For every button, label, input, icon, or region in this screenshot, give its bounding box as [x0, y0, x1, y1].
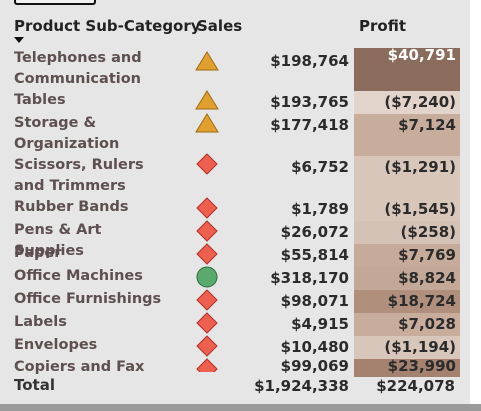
category-label[interactable]: Scissors, Rulers and Trimmers — [14, 157, 144, 194]
category-label[interactable]: Storage & Organization — [14, 115, 120, 152]
profit-value: ($1,194) — [384, 338, 456, 356]
profit-cell[interactable] — [354, 198, 460, 221]
profit-cell[interactable] — [354, 244, 460, 267]
sales-value: $1,789 — [291, 200, 349, 218]
profit-value: ($258) — [400, 223, 456, 241]
diamond-icon — [194, 335, 220, 357]
circle-icon — [194, 266, 220, 288]
sales-value: $26,072 — [280, 223, 349, 241]
triangle-icon — [194, 112, 220, 134]
profit-cell[interactable] — [354, 156, 460, 198]
profit-value: ($1,291) — [384, 158, 456, 176]
profit-value: $40,791 — [387, 46, 456, 64]
total-sales: $1,924,338 — [254, 377, 349, 395]
total-profit: $224,078 — [376, 377, 455, 395]
sales-value: $99,069 — [280, 357, 349, 373]
category-label[interactable]: Office Machines — [14, 268, 143, 284]
profit-cell[interactable] — [354, 359, 460, 377]
profit-value: $8,824 — [398, 269, 456, 287]
horizontal-scrollbar[interactable] — [0, 404, 481, 411]
category-label[interactable]: Office Furnishings — [14, 291, 162, 307]
category-label[interactable]: Envelopes — [14, 337, 98, 353]
header-profit[interactable]: Profit — [359, 17, 406, 35]
profit-cell[interactable] — [354, 91, 460, 114]
category-label[interactable]: Telephones and Communication — [14, 50, 142, 87]
diamond-icon — [194, 358, 220, 372]
sales-value: $318,170 — [270, 269, 349, 287]
profit-value: ($7,240) — [384, 93, 456, 111]
diamond-icon — [194, 153, 220, 175]
triangle-icon — [194, 50, 220, 72]
sales-value: $193,765 — [270, 93, 349, 111]
profit-value: $23,990 — [387, 357, 456, 374]
diamond-icon — [194, 289, 220, 311]
total-label: Total — [14, 376, 55, 394]
profit-cell[interactable] — [354, 114, 460, 156]
sales-value: $198,764 — [270, 52, 349, 70]
profit-cell[interactable] — [354, 290, 460, 313]
diamond-icon — [194, 220, 220, 242]
category-label[interactable]: Copiers and Fax — [14, 359, 145, 375]
category-label[interactable]: Pens & Art Supplies — [14, 222, 102, 259]
header-category[interactable]: Product Sub-Category — [14, 17, 201, 35]
sales-value: $98,071 — [280, 292, 349, 310]
sales-value: $177,418 — [270, 116, 349, 134]
profit-value: $7,124 — [398, 116, 456, 134]
sales-value: $55,814 — [280, 246, 349, 264]
diamond-icon — [194, 243, 220, 265]
triangle-icon — [194, 89, 220, 111]
profit-value: $18,724 — [387, 292, 456, 310]
diamond-icon — [194, 312, 220, 334]
table-panel: Product Sub-Category Sales Profit Teleph… — [0, 0, 470, 404]
sales-value: $4,915 — [291, 315, 349, 333]
category-label[interactable]: Labels — [14, 314, 67, 330]
category-label[interactable]: Rubber Bands — [14, 199, 129, 215]
header-sales[interactable]: Sales — [197, 17, 243, 35]
profit-cell[interactable] — [354, 336, 460, 359]
sales-value: $10,480 — [280, 338, 349, 356]
profit-cell[interactable] — [354, 267, 460, 290]
profit-value: $7,028 — [398, 315, 456, 333]
profit-value: $7,769 — [398, 246, 456, 264]
tab-handle[interactable] — [14, 0, 96, 5]
category-label[interactable]: Paper — [14, 245, 62, 261]
sales-value: $6,752 — [291, 158, 349, 176]
diamond-icon — [194, 197, 220, 219]
profit-cell[interactable] — [354, 313, 460, 336]
sort-desc-icon[interactable] — [14, 37, 24, 43]
profit-value: ($1,545) — [384, 200, 456, 218]
profit-cell[interactable] — [354, 48, 460, 91]
category-label[interactable]: Tables — [14, 92, 66, 108]
profit-cell[interactable] — [354, 221, 460, 244]
